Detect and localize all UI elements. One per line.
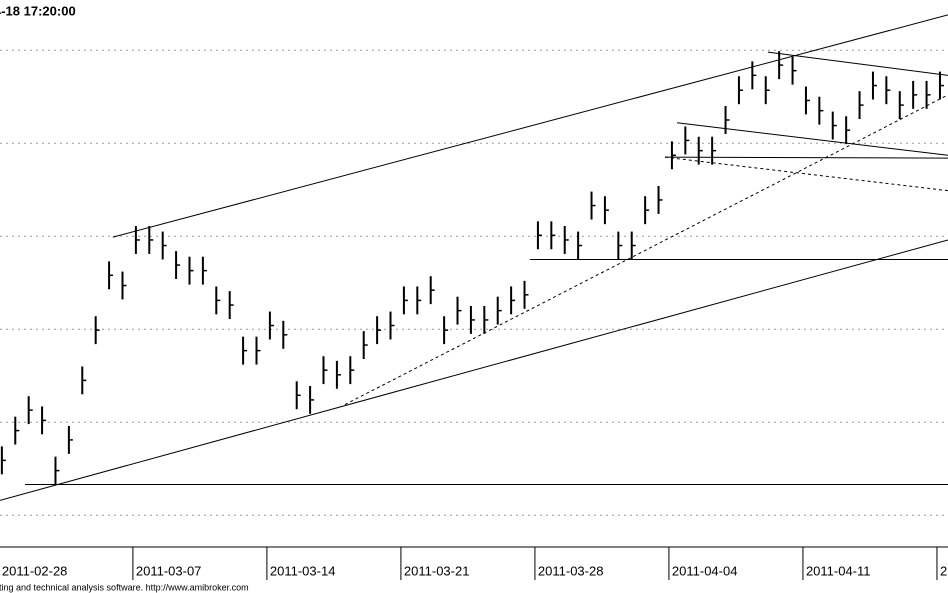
footer: rting and technical analysis software. h… [0,582,249,592]
x-tick-label: 2 [940,563,947,578]
x-tick-label: 2011-04-04 [672,563,738,578]
trend-line [0,239,948,501]
trend-line [112,14,948,238]
x-tick-label: 2011-04-11 [806,563,871,578]
x-tick-label: 2011-02-28 [2,563,68,578]
trend-line [676,122,948,156]
trend-line [767,51,948,76]
x-tick-label: 2011-03-07 [136,563,202,578]
x-tick-label: 2011-03-21 [404,563,470,578]
x-tick-label: 2011-03-14 [270,563,336,578]
x-tick-label: 2011-03-28 [538,563,604,578]
chart-title: 4-18 17:20:00 [0,3,76,18]
trend-line [344,94,948,406]
